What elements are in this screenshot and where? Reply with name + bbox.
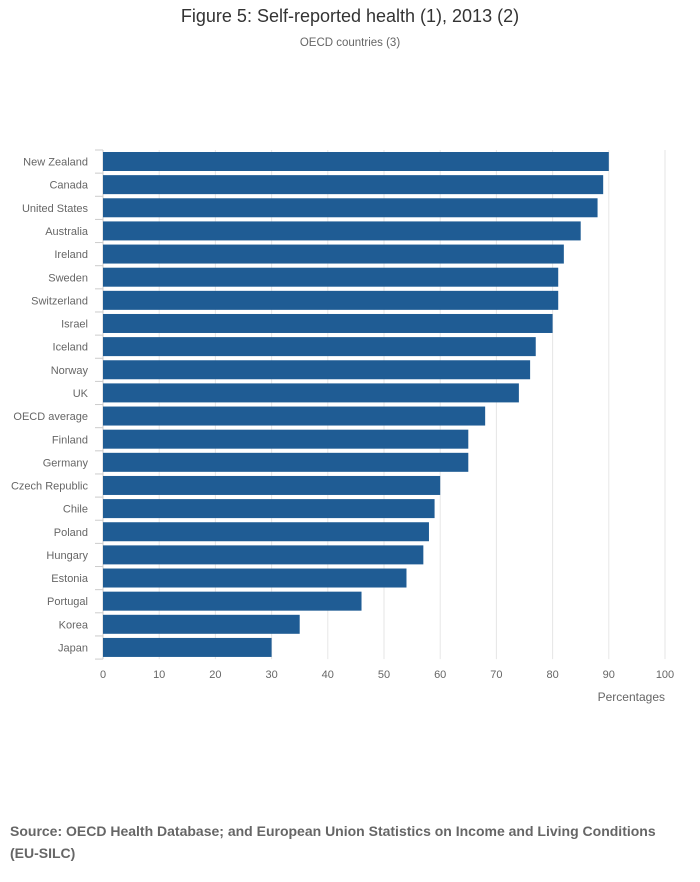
bar[interactable] [103,175,604,195]
x-tick-label: 10 [153,669,165,681]
bar[interactable] [103,244,564,264]
x-tick-label: 50 [378,669,390,681]
bar-chart: New Zealand Canada United States Australia I… [11,149,674,704]
x-tick-label: 60 [434,669,446,681]
x-tick-label: 80 [546,669,558,681]
category-label: Chile [63,504,88,516]
x-tick-label: 90 [603,669,615,681]
category-label: Portugal [47,596,88,608]
category-label: Korea [59,619,89,631]
category-label: New Zealand [23,157,88,169]
bars [103,152,609,657]
bar[interactable] [103,568,407,588]
x-tick-label: 40 [322,669,334,681]
x-tick-label: 30 [265,669,277,681]
bar[interactable] [103,221,581,241]
category-label: UK [73,388,89,400]
x-tick-label: 100 [656,669,674,681]
bar[interactable] [103,290,559,310]
category-label: Japan [58,643,88,655]
x-axis-title: Percentages [598,690,665,704]
bar[interactable] [103,152,609,171]
category-labels: New Zealand Canada United States Australia I… [11,157,89,655]
bar[interactable] [103,267,559,287]
bar[interactable] [103,614,300,634]
category-label: Israel [61,319,88,331]
category-label: Estonia [51,573,89,585]
bar[interactable] [103,452,469,472]
x-tick-label: 20 [209,669,221,681]
category-label: Sweden [48,272,88,284]
category-label: Czech Republic [11,481,89,493]
bar[interactable] [103,406,486,426]
category-label: Canada [49,180,88,192]
category-label: Iceland [53,342,88,354]
bar[interactable] [103,591,362,611]
bar[interactable] [103,522,429,542]
x-tick-label: 0 [100,669,106,681]
chart-subtitle: OECD countries (3) [299,37,401,49]
category-label: OECD average [13,411,88,423]
bar[interactable] [103,499,435,519]
x-tick-label: 70 [490,669,502,681]
category-label: Ireland [54,249,88,261]
category-label: Hungary [46,550,88,562]
category-label: United States [22,203,89,215]
category-label: Norway [51,365,89,377]
x-tick-labels: 0 10 20 30 40 50 60 70 80 90 100 [100,669,674,681]
category-label: Finland [52,434,88,446]
bar[interactable] [103,475,441,495]
chart-title: Figure 5: Self-reported health (1), 2013… [180,6,520,26]
bar[interactable] [103,383,519,403]
category-label: Poland [54,527,88,539]
category-label: Australia [45,226,89,238]
bar[interactable] [103,337,536,357]
bar[interactable] [103,637,272,657]
bar[interactable] [103,313,553,333]
bar[interactable] [103,360,531,380]
bar[interactable] [103,198,598,218]
source-note: Source: OECD Health Database; and Europe… [10,823,656,861]
category-label: Switzerland [31,295,88,307]
bar[interactable] [103,545,424,565]
bar[interactable] [103,429,469,449]
category-label: Germany [43,457,89,469]
